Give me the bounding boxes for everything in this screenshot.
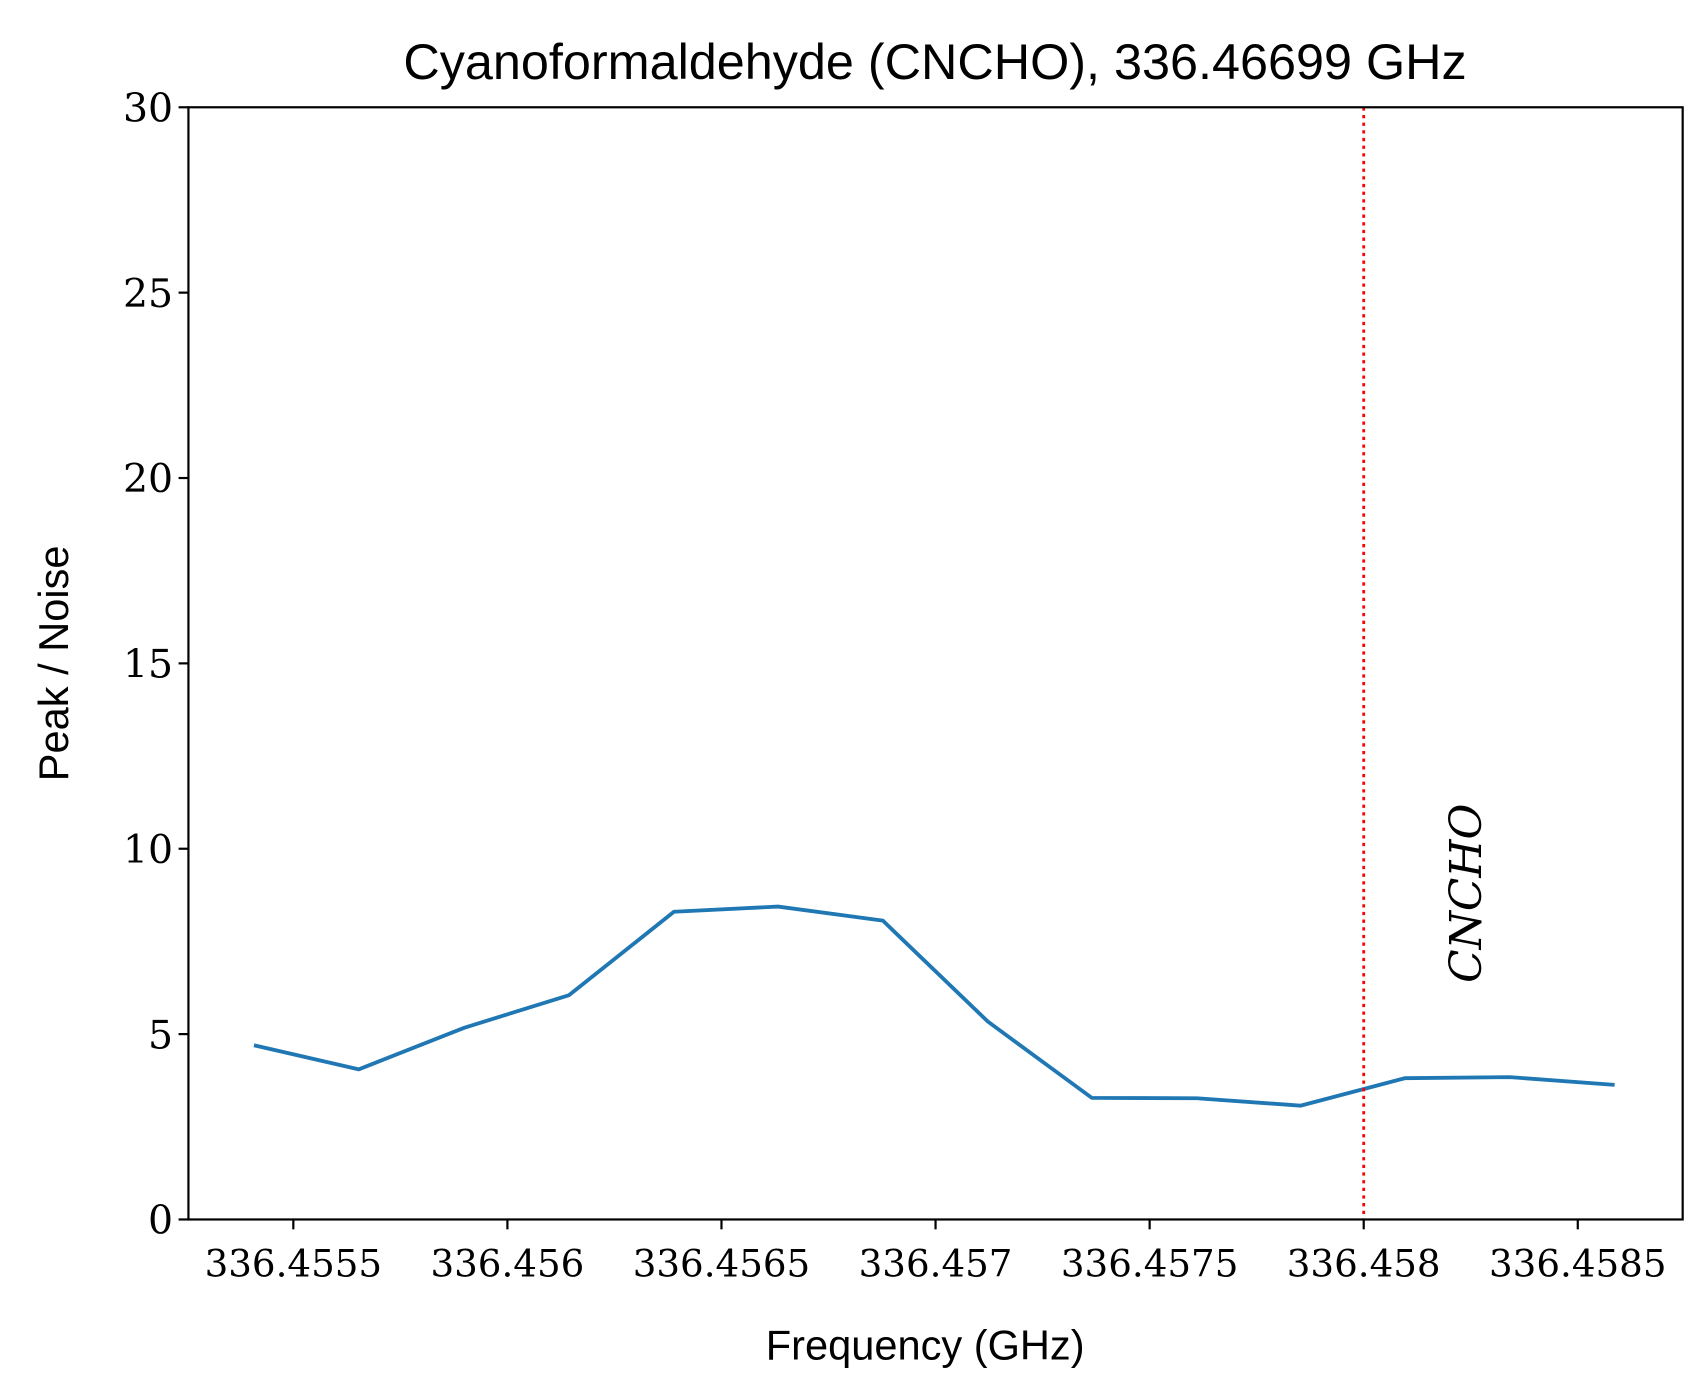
chart-title: Cyanoformaldehyde (CNCHO), 336.46699 GHz — [403, 33, 1466, 90]
x-tick-label: 336.4555 — [205, 1241, 383, 1285]
y-tick-label: 10 — [123, 827, 173, 873]
y-tick-label: 25 — [123, 271, 173, 317]
x-tick-label: 336.457 — [859, 1241, 1013, 1285]
y-tick-label: 15 — [123, 642, 173, 688]
data-line — [253, 904, 1615, 1108]
x-axis-label: Frequency (GHz) — [766, 1322, 1085, 1369]
x-tick-label: 336.456 — [430, 1241, 584, 1285]
x-tick-label: 336.458 — [1287, 1241, 1441, 1285]
x-tick-label: 336.4585 — [1489, 1241, 1667, 1285]
x-tick-label: 336.4575 — [1061, 1241, 1239, 1285]
y-tick-label: 5 — [148, 1012, 173, 1058]
y-tick-label: 0 — [148, 1198, 173, 1244]
y-tick-label: 20 — [123, 456, 173, 502]
plot-frame — [187, 106, 1684, 1221]
x-tick-label: 336.4565 — [633, 1241, 811, 1285]
y-tick-label: 30 — [123, 86, 173, 132]
reference-label: CNCHO — [1441, 804, 1492, 983]
y-axis-label: Peak / Noise — [30, 546, 77, 782]
